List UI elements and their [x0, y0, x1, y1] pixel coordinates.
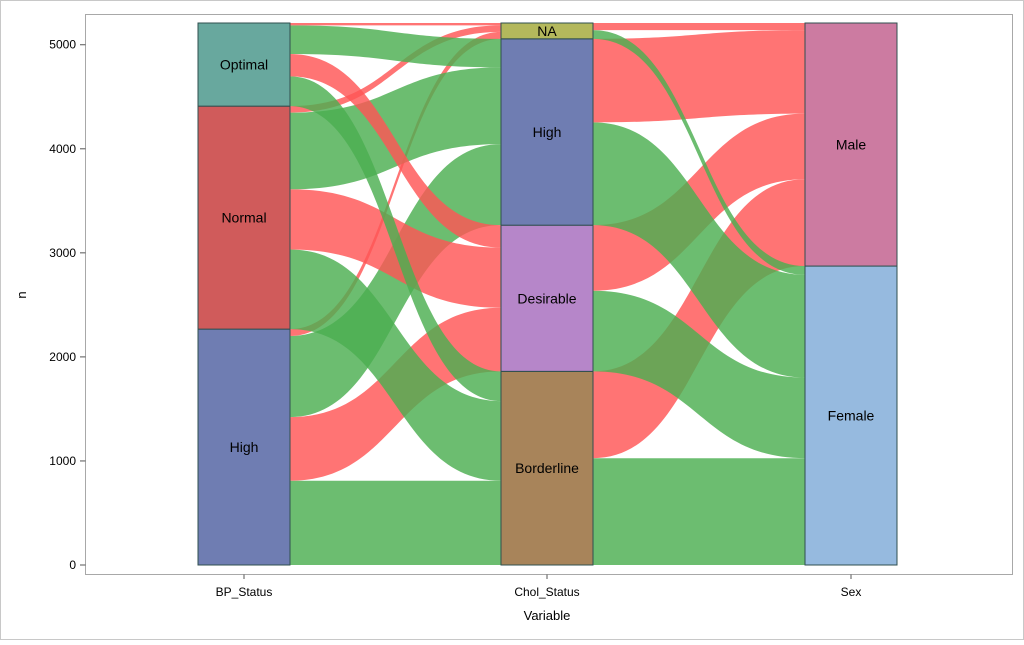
flow-bp-status-optimal-to-desirable — [290, 54, 501, 248]
node-label-chol-status-na: NA — [537, 23, 557, 39]
node-bp-status-high — [197, 328, 291, 566]
flow-chol-status-desirable-to-female — [593, 290, 805, 459]
y-tick-label-5000: 5000 — [49, 38, 76, 52]
flow-bp-status-normal-to-high — [290, 67, 501, 190]
flow-bp-status-optimal-to-borderline — [290, 76, 501, 402]
node-label-chol-status-high: High — [533, 124, 562, 140]
flow-chol-status-na-to-female — [593, 30, 805, 275]
y-tick-label-0: 0 — [69, 558, 76, 572]
y-axis-title: n — [14, 291, 29, 298]
x-tick-label-sex: Sex — [841, 585, 862, 599]
y-tick-label-1000: 1000 — [49, 454, 76, 468]
axes-layer: BP_Status Chol_Status Sex 0 1000 2000 3000 4000… — [49, 38, 861, 599]
node-sex-male — [804, 22, 898, 267]
y-tick-label-3000: 3000 — [49, 246, 76, 260]
flow-bp-status-normal-to-borderline — [290, 249, 501, 481]
flow-bp-status-normal-to-na — [290, 25, 501, 113]
node-label-bp-status-high: High — [230, 439, 259, 455]
node-label-chol-status-desirable: Desirable — [517, 290, 576, 306]
flow-bp-status-high-to-na — [290, 31, 501, 337]
flow-chol-status-high-to-male — [593, 30, 805, 123]
x-axis-title: Variable — [524, 608, 571, 623]
flow-bp-status-optimal-to-high — [290, 25, 501, 68]
node-chol-status-desirable — [500, 224, 594, 372]
flow-bp-status-high-to-borderline — [290, 480, 501, 565]
node-bp-status-normal — [197, 105, 291, 330]
node-label-bp-status-normal: Normal — [221, 210, 266, 226]
node-chol-status-high — [500, 38, 594, 226]
x-tick-label-bp-status: BP_Status — [216, 585, 273, 599]
flow-chol-status-borderline-to-female — [593, 458, 805, 565]
node-label-sex-male: Male — [836, 137, 867, 153]
flow-chol-status-na-to-male — [593, 23, 805, 31]
node-label-bp-status-optimal: Optimal — [220, 57, 268, 73]
y-tick-label-2000: 2000 — [49, 350, 76, 364]
x-tick-label-chol-status: Chol_Status — [514, 585, 579, 599]
node-sex-female — [804, 265, 898, 566]
node-bp-status-optimal — [197, 22, 291, 107]
nodes-layer: High Normal Optimal Borderline Desirable High… — [197, 22, 898, 566]
node-label-sex-female: Female — [828, 408, 875, 424]
flows-layer — [290, 23, 805, 565]
flow-bp-status-optimal-to-na — [290, 23, 501, 26]
y-tick-label-4000: 4000 — [49, 142, 76, 156]
node-label-chol-status-borderline: Borderline — [515, 460, 579, 476]
flow-chol-status-high-to-female — [593, 122, 805, 378]
node-chol-status-na — [500, 22, 594, 40]
